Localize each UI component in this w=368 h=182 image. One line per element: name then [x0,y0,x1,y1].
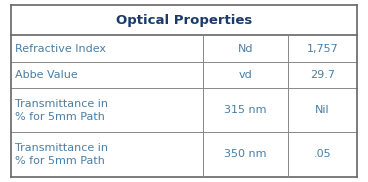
Text: 1,757: 1,757 [307,44,338,54]
Bar [288,132,357,177]
Text: vd: vd [238,70,252,80]
Text: 29.7: 29.7 [310,70,335,80]
Bar [203,35,288,62]
Bar [11,62,203,88]
Text: Transmittance in
% for 5mm Path: Transmittance in % for 5mm Path [15,99,109,122]
Bar [203,62,288,88]
Text: Abbe Value: Abbe Value [15,70,78,80]
Text: Refractive Index: Refractive Index [15,44,106,54]
Text: Nil: Nil [315,105,330,115]
Bar [203,132,288,177]
Text: Nd: Nd [238,44,253,54]
Text: 350 nm: 350 nm [224,149,267,159]
Bar [288,62,357,88]
Bar [11,5,357,35]
Bar [288,35,357,62]
Text: Optical Properties: Optical Properties [116,14,252,27]
Bar [288,88,357,132]
Bar [11,88,203,132]
Text: 315 nm: 315 nm [224,105,267,115]
Text: Transmittance in
% for 5mm Path: Transmittance in % for 5mm Path [15,143,109,166]
Bar [203,88,288,132]
Bar [11,35,203,62]
Bar [11,132,203,177]
Text: .05: .05 [314,149,331,159]
